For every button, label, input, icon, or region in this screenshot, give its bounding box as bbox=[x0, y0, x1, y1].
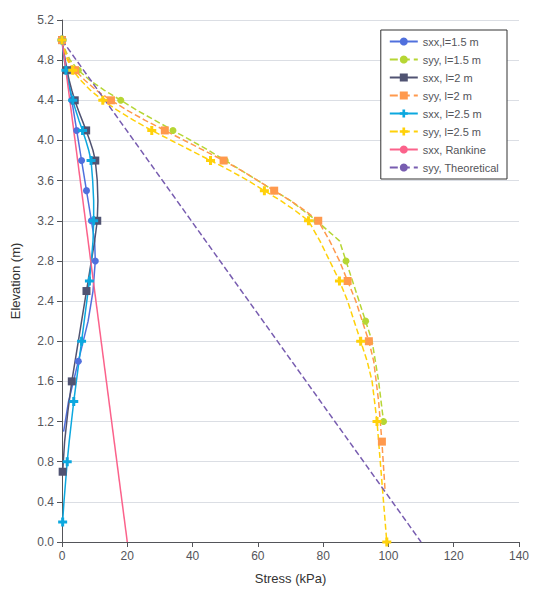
svg-text:sxx, l=2.5 m: sxx, l=2.5 m bbox=[423, 108, 482, 120]
svg-text:2.8: 2.8 bbox=[37, 254, 54, 268]
svg-text:2.0: 2.0 bbox=[37, 334, 54, 348]
svg-text:20: 20 bbox=[121, 549, 135, 563]
svg-text:sxx, Rankine: sxx, Rankine bbox=[423, 144, 486, 156]
svg-text:4.8: 4.8 bbox=[37, 53, 54, 67]
svg-text:100: 100 bbox=[378, 549, 398, 563]
svg-text:3.2: 3.2 bbox=[37, 214, 54, 228]
svg-text:2.4: 2.4 bbox=[37, 294, 54, 308]
svg-text:0.0: 0.0 bbox=[37, 535, 54, 549]
svg-text:Elevation (m): Elevation (m) bbox=[8, 243, 23, 320]
svg-text:syy, l=1.5 m: syy, l=1.5 m bbox=[423, 54, 481, 66]
svg-text:syy, l=2.5 m: syy, l=2.5 m bbox=[423, 126, 481, 138]
svg-text:syy, l=2 m: syy, l=2 m bbox=[423, 90, 472, 102]
svg-text:0.4: 0.4 bbox=[37, 495, 54, 509]
svg-text:0.8: 0.8 bbox=[37, 455, 54, 469]
svg-text:0: 0 bbox=[59, 549, 66, 563]
svg-text:80: 80 bbox=[316, 549, 330, 563]
svg-text:sxx,l=1.5 m: sxx,l=1.5 m bbox=[423, 36, 479, 48]
svg-text:Stress (kPa): Stress (kPa) bbox=[255, 571, 327, 586]
svg-text:120: 120 bbox=[444, 549, 464, 563]
svg-text:sxx, l=2 m: sxx, l=2 m bbox=[423, 72, 473, 84]
svg-text:1.6: 1.6 bbox=[37, 374, 54, 388]
svg-text:4.0: 4.0 bbox=[37, 133, 54, 147]
svg-text:60: 60 bbox=[251, 549, 265, 563]
svg-text:140: 140 bbox=[509, 549, 529, 563]
svg-text:5.2: 5.2 bbox=[37, 13, 54, 27]
svg-text:4.4: 4.4 bbox=[37, 93, 54, 107]
svg-text:3.6: 3.6 bbox=[37, 174, 54, 188]
svg-text:40: 40 bbox=[186, 549, 200, 563]
svg-text:1.2: 1.2 bbox=[37, 415, 54, 429]
svg-text:syy, Theoretical: syy, Theoretical bbox=[423, 162, 499, 174]
